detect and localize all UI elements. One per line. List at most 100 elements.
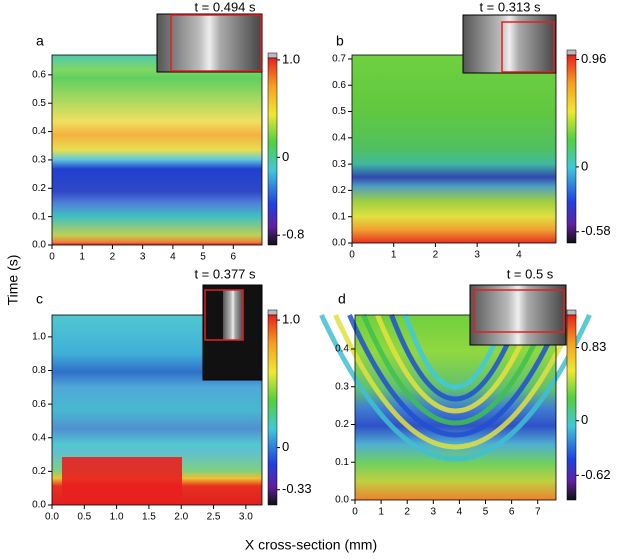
inset-feature [223,290,243,340]
x-tick-label: 1 [391,250,397,261]
colorbar-label: -0.62 [581,467,611,482]
colorbar-label: 0 [282,439,289,454]
colorbar-cap [566,49,577,56]
colorbar-label: 0 [282,149,289,164]
inset-box [473,289,565,333]
colorbar-label: -0.58 [581,223,611,238]
y-tick-label: 0.0 [335,495,349,506]
inset-image [462,14,557,74]
colorbar [267,314,278,506]
y-axis-label: Time (s) [5,255,21,306]
x-tick-label: 0 [49,252,55,263]
inset-image [469,284,567,346]
colorbar-label: 0.96 [581,51,606,66]
y-tick-label: 0.4 [32,432,46,443]
heatmap [352,55,556,243]
x-tick-label: 3 [140,252,146,263]
y-tick-label: 0.2 [32,466,46,477]
y-tick-label: 1.0 [32,331,46,342]
colorbar-label: 0.83 [581,339,606,354]
colorbar-cap [267,309,278,316]
x-tick-label: 0.5 [77,512,91,523]
colorbar-cap [267,52,278,59]
heat-band [347,313,564,438]
panel-letter: b [336,33,344,49]
x-tick-label: 7 [535,507,541,518]
colorbar-label: -0.8 [282,227,304,242]
y-tick-label: 0.3 [332,159,346,170]
heatmap [52,55,262,245]
x-tick-label: 3 [474,250,480,261]
colorbar-label: 0 [581,158,588,173]
colorbar-cap [566,309,577,316]
heat-band [375,314,536,414]
y-tick-label: 0.1 [32,211,46,222]
heat-band [333,313,578,450]
y-tick-label: 0.2 [332,185,346,196]
heat-band [319,313,592,462]
heat-block [62,457,182,502]
x-tick-label: 1.0 [110,512,124,523]
x-tick-label: 4 [170,252,176,263]
heat-band [403,314,508,390]
y-tick-label: 0.6 [32,69,46,80]
colorbar [566,314,577,501]
x-tick-label: 1.5 [142,512,156,523]
y-tick-label: 0.6 [32,399,46,410]
colorbar-label: 0 [581,412,588,427]
heat-band [389,314,522,402]
panel-letter: d [338,291,346,307]
x-tick-label: 1 [79,252,85,263]
y-tick-label: 0.5 [332,106,346,117]
colorbar-label: 1.0 [282,51,300,66]
y-tick-label: 0.2 [32,183,46,194]
x-axis-label: X cross-section (mm) [245,537,377,553]
y-tick-label: 0.2 [335,419,349,430]
y-tick-label: 0.1 [332,211,346,222]
panel-letter: c [36,291,43,307]
time-label: t = 0.313 s [479,0,541,14]
y-tick-label: 0.4 [332,132,346,143]
plot-frame [351,54,557,244]
colorbar [267,57,278,246]
y-tick-label: 0.4 [335,344,349,355]
time-label: t = 0.5 s [507,266,554,281]
y-tick-label: 0.3 [32,155,46,166]
time-label: t = 0.377 s [194,266,256,281]
plot-frame [354,314,557,501]
x-tick-label: 2 [433,250,439,261]
colorbar-label: 1.0 [282,312,300,327]
inset-box [501,21,555,73]
x-tick-label: 4 [457,507,463,518]
y-tick-label: 0.7 [332,54,346,65]
y-tick-label: 0.1 [335,457,349,468]
y-tick-label: 0.6 [332,80,346,91]
y-tick-label: 0.0 [332,238,346,249]
x-tick-label: 6 [231,252,237,263]
y-tick-label: 0.0 [32,240,46,251]
time-label: t = 0.494 s [194,0,256,14]
x-tick-label: 1 [378,507,384,518]
x-tick-label: 0 [352,507,358,518]
x-tick-label: 6 [509,507,515,518]
colorbar-label: -0.33 [282,481,312,496]
y-tick-label: 0.8 [32,365,46,376]
inset-box [170,14,262,72]
x-tick-label: 5 [200,252,206,263]
y-tick-label: 0.5 [32,98,46,109]
x-tick-label: 2 [404,507,410,518]
x-tick-label: 2.0 [174,512,188,523]
plot-frame [51,314,263,506]
x-tick-label: 4 [516,250,522,261]
inset-image [156,13,263,73]
x-tick-label: 3.0 [239,512,253,523]
x-tick-label: 5 [483,507,489,518]
y-tick-label: 0.3 [335,381,349,392]
y-tick-label: 0.0 [32,500,46,511]
x-tick-label: 2.5 [207,512,221,523]
panel-letter: a [36,33,44,49]
x-tick-label: 0.0 [45,512,59,523]
x-tick-label: 0 [349,250,355,261]
y-tick-label: 0.4 [32,126,46,137]
